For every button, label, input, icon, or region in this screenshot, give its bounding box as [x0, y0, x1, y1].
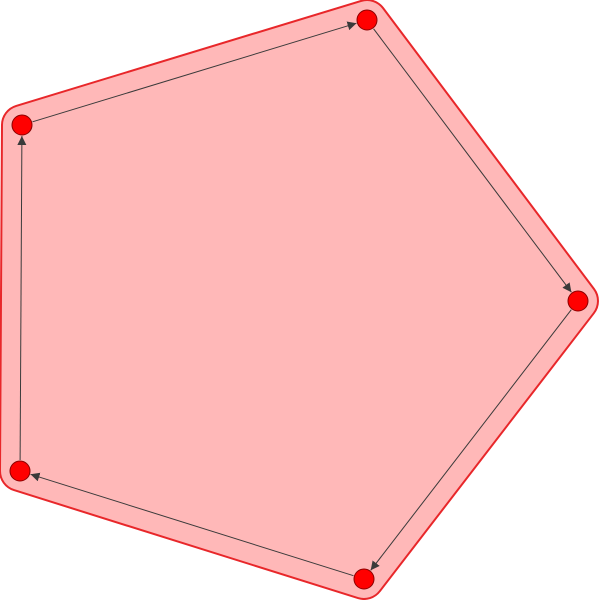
- graph-node-n4: [9, 460, 31, 482]
- edge-n4-to-n0: [17, 135, 27, 461]
- edge-n0-to-n1: [32, 21, 357, 123]
- edge-layer: [17, 21, 572, 577]
- edge-n2-to-n3: [370, 309, 572, 571]
- graph-node-n1: [356, 9, 378, 31]
- graph-node-n0: [11, 114, 33, 136]
- edge-n3-to-n4: [30, 472, 354, 577]
- node-layer: [9, 9, 589, 590]
- graph-node-n2: [567, 290, 589, 312]
- graph-node-n3: [353, 568, 375, 590]
- edge-n1-to-n2: [373, 28, 572, 293]
